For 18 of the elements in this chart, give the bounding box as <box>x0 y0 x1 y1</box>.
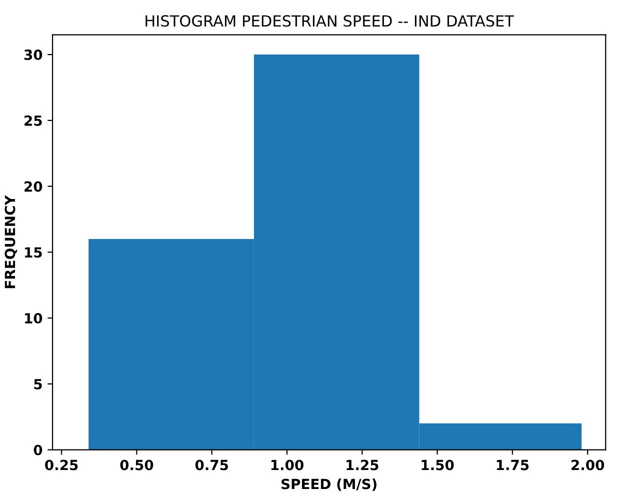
x-axis-title: SPEED (M/S) <box>282 478 376 491</box>
x-tick-label: 0.75 <box>195 460 228 470</box>
x-tick-label: 1.25 <box>346 460 378 470</box>
y-tick-label: 20 <box>24 181 42 192</box>
chart-title: HISTOGRAM PEDESTRIAN SPEED -- IND DATASET <box>146 15 514 27</box>
x-tick-label: 0.25 <box>45 460 78 470</box>
x-tick-label: 1.00 <box>271 460 304 470</box>
x-tick-label: 0.50 <box>120 460 154 470</box>
y-tick-label: 25 <box>24 115 42 126</box>
x-tick-label: 1.50 <box>422 460 454 470</box>
y-tick-label: 15 <box>25 247 42 258</box>
x-tick-label: 1.75 <box>496 460 529 470</box>
y-tick-label: 10 <box>25 313 42 324</box>
y-tick-label: 0 <box>34 444 42 456</box>
y-tick-label: 30 <box>24 50 42 60</box>
y-tick-label: 5 <box>34 379 42 390</box>
y-axis-title: FREQUENCY <box>4 195 18 288</box>
x-tick-label: 2.00 <box>572 460 604 470</box>
